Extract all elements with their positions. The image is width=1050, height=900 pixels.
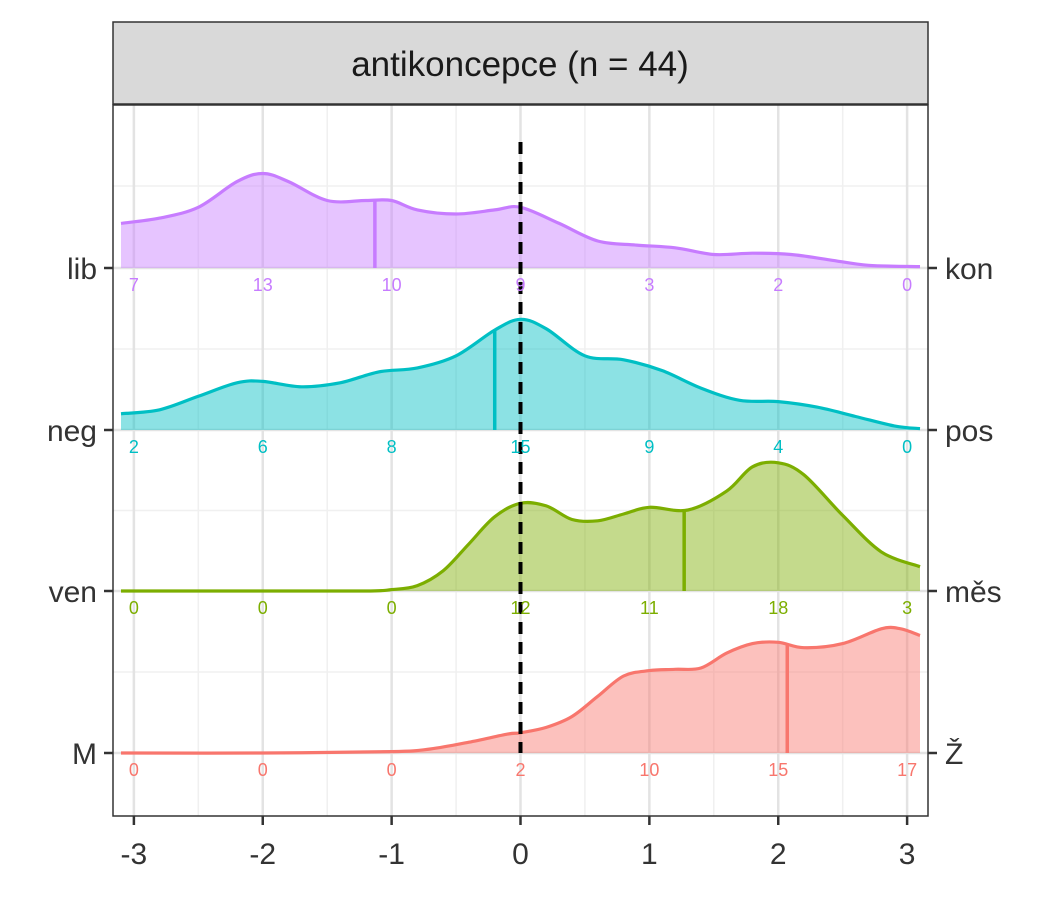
density-area-lib <box>121 173 920 268</box>
count-label: 11 <box>640 598 659 618</box>
count-label: 13 <box>253 275 273 295</box>
count-label: 3 <box>902 598 912 618</box>
series-neg <box>120 317 921 431</box>
x-tick-label: -2 <box>249 838 276 871</box>
facet-strip-background <box>112 21 929 105</box>
count-label: 0 <box>387 598 397 618</box>
count-label: 10 <box>382 275 402 295</box>
count-label: 6 <box>258 437 268 457</box>
x-tick-label: -1 <box>378 838 405 871</box>
count-label: 15 <box>768 760 788 780</box>
category-label-right: měs <box>945 576 1002 609</box>
density-line-lib <box>120 171 921 269</box>
count-label: 9 <box>515 275 525 295</box>
x-tick-label: -3 <box>121 838 148 871</box>
count-label: 0 <box>902 275 912 295</box>
x-tick-label: 0 <box>512 838 529 871</box>
series-lib <box>120 171 921 269</box>
category-label-right: Ž <box>945 738 963 771</box>
count-labels: 7 13 10 9 3 2 0 2 6 8 15 9 4 0 0 0 0 12 11 18 3 0 0 0 2 10 15 17 <box>129 275 917 780</box>
count-label: 0 <box>902 437 912 457</box>
category-label-left: neg <box>47 415 97 448</box>
facet-strip: antikoncepce (n = 44) <box>112 21 929 105</box>
category-label-left: M <box>72 738 97 771</box>
count-label: 10 <box>639 760 659 780</box>
count-label: 0 <box>129 598 139 618</box>
count-label: 2 <box>773 275 783 295</box>
count-label: 17 <box>897 760 917 780</box>
count-label: 0 <box>387 760 397 780</box>
category-label-right: kon <box>945 253 993 286</box>
density-line-neg <box>120 317 921 431</box>
count-label: 2 <box>129 437 139 457</box>
category-label-left: lib <box>67 253 97 286</box>
count-label: 2 <box>515 760 525 780</box>
count-label: 12 <box>510 598 530 618</box>
count-label: 15 <box>510 437 530 457</box>
count-label: 8 <box>387 437 397 457</box>
series-M <box>120 625 921 755</box>
x-tick-label: 3 <box>899 838 916 871</box>
category-label-left: ven <box>49 576 97 609</box>
series-group <box>120 171 921 755</box>
x-tick-label: 2 <box>770 838 787 871</box>
count-label: 18 <box>768 598 788 618</box>
count-label: 0 <box>129 760 139 780</box>
count-label: 3 <box>644 275 654 295</box>
count-label: 0 <box>258 760 268 780</box>
density-line-M <box>120 625 921 755</box>
x-tick-label: 1 <box>641 838 658 871</box>
chart-title: antikoncepce (n = 44) <box>351 45 689 84</box>
count-label: 9 <box>644 437 654 457</box>
category-label-right: pos <box>945 415 993 448</box>
count-label: 7 <box>129 275 139 295</box>
density-area-M <box>121 627 920 754</box>
count-label: 4 <box>773 437 783 457</box>
density-line-ven <box>121 460 921 593</box>
density-area-neg <box>121 319 920 430</box>
count-label: 0 <box>258 598 268 618</box>
